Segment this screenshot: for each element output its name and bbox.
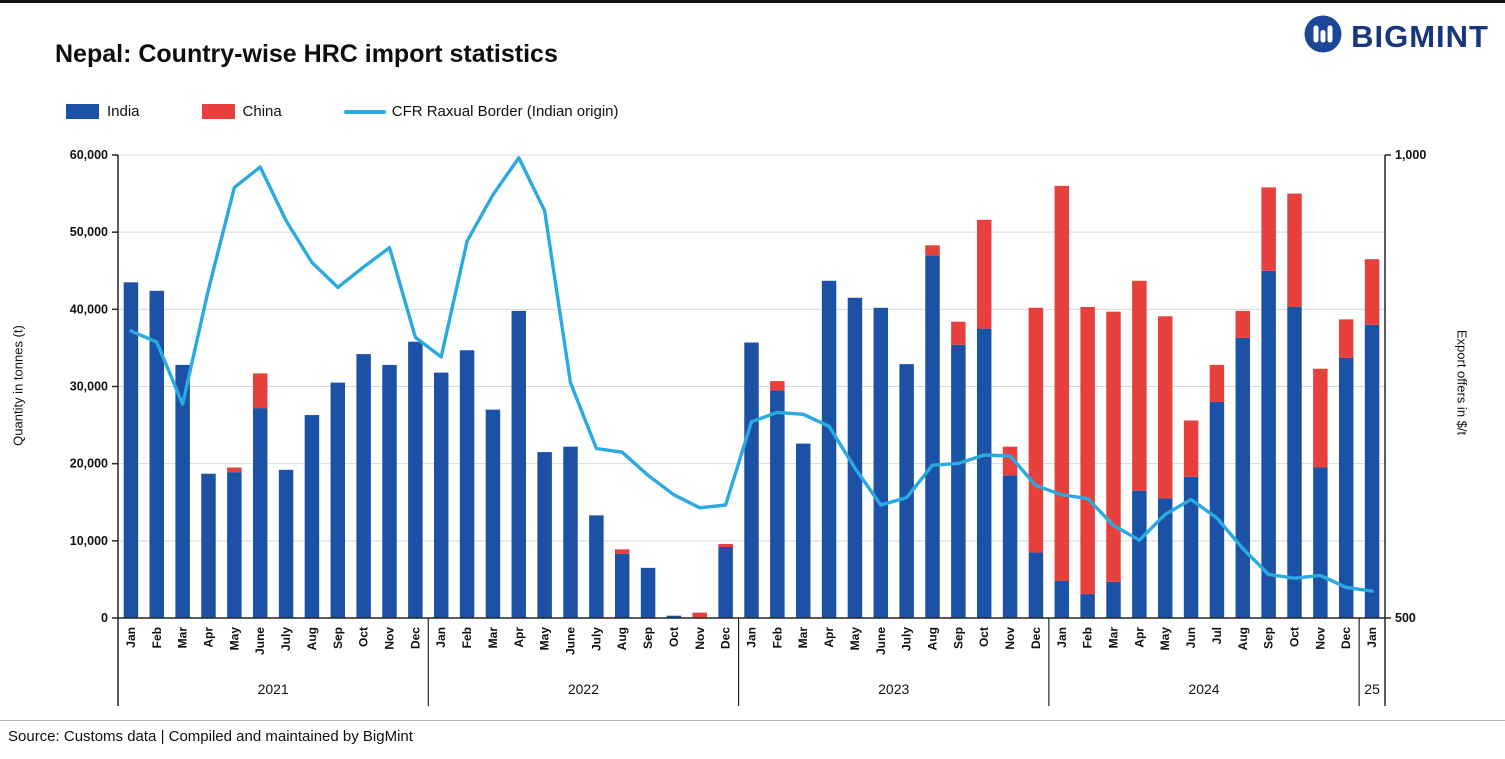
svg-text:Feb: Feb [770,627,784,648]
svg-text:June: June [874,627,888,655]
svg-text:Apr: Apr [512,627,526,648]
legend-item-cfr-line: CFR Raxual Border (Indian origin) [343,103,619,120]
legend-label-china: China [242,103,282,120]
bigmint-logo-text: BIGMINT [1351,18,1489,54]
cfr-line-swatch-icon [343,109,386,114]
svg-text:Feb: Feb [150,627,164,648]
svg-text:Jan: Jan [745,627,759,648]
chart-legend: India China CFR Raxual Border (Indian or… [66,103,619,120]
bigmint-logo-icon [1303,14,1343,59]
svg-text:60,000: 60,000 [70,148,108,162]
bigmint-logo: BIGMINT [1303,14,1489,59]
svg-text:25: 25 [1364,681,1380,697]
source-note: Source: Customs data | Compiled and main… [0,720,1505,759]
svg-text:20,000: 20,000 [70,457,108,471]
svg-text:Aug: Aug [615,627,629,650]
svg-text:Sep: Sep [641,627,655,649]
svg-text:July: July [900,627,914,651]
chart-plot: 0 10,000 20,000 30,000 40,000 50,000 60,000 500… [70,148,1426,706]
svg-text:Jan: Jan [1365,627,1379,648]
svg-text:Jul: Jul [1210,627,1224,644]
svg-text:40,000: 40,000 [70,302,108,316]
legend-item-china: China [201,103,282,120]
svg-text:Dec: Dec [408,627,422,649]
svg-text:2024: 2024 [1188,681,1219,697]
svg-text:Mar: Mar [486,627,500,649]
svg-text:June: June [564,627,578,655]
svg-text:Jan: Jan [124,627,138,648]
svg-text:Oct: Oct [357,627,371,647]
svg-text:Aug: Aug [305,627,319,650]
svg-text:May: May [1158,627,1172,651]
svg-text:10,000: 10,000 [70,534,108,548]
svg-text:Oct: Oct [977,627,991,647]
window-top-border [0,0,1505,3]
svg-text:500: 500 [1395,611,1416,625]
svg-text:Dec: Dec [1339,627,1353,649]
svg-text:Oct: Oct [1288,627,1302,647]
svg-text:Sep: Sep [331,627,345,649]
svg-text:Nov: Nov [693,627,707,650]
svg-text:Sep: Sep [1262,627,1276,649]
legend-label-india: India [107,103,140,120]
china-swatch-icon [201,104,235,119]
svg-text:Aug: Aug [926,627,940,650]
svg-text:Feb: Feb [1081,627,1095,648]
page-title: Nepal: Country-wise HRC import statistic… [55,40,558,68]
svg-text:May: May [538,627,552,651]
svg-text:May: May [848,627,862,651]
svg-text:1,000: 1,000 [1395,148,1426,162]
svg-text:Oct: Oct [667,627,681,647]
svg-text:Sep: Sep [951,627,965,649]
india-swatch-icon [66,104,99,119]
svg-text:2023: 2023 [878,681,909,697]
svg-text:Nov: Nov [1003,627,1017,650]
svg-text:May: May [227,627,241,651]
svg-text:0: 0 [101,611,108,625]
svg-text:Jun: Jun [1184,627,1198,648]
svg-text:50,000: 50,000 [70,225,108,239]
legend-label-cfr: CFR Raxual Border (Indian origin) [391,103,619,120]
svg-text:July: July [589,627,603,651]
svg-text:Dec: Dec [1029,627,1043,649]
svg-text:2022: 2022 [568,681,599,697]
svg-text:Apr: Apr [202,627,216,648]
svg-text:Jan: Jan [1055,627,1069,648]
svg-text:Jan: Jan [434,627,448,648]
svg-text:Aug: Aug [1236,627,1250,650]
svg-text:Apr: Apr [1132,627,1146,648]
svg-text:Mar: Mar [796,627,810,649]
svg-text:July: July [279,627,293,651]
svg-text:Nov: Nov [383,627,397,650]
svg-text:Feb: Feb [460,627,474,648]
legend-item-india: India [66,103,140,120]
svg-text:Mar: Mar [176,627,190,649]
svg-text:30,000: 30,000 [70,380,108,394]
svg-text:Mar: Mar [1107,627,1121,649]
svg-text:Dec: Dec [719,627,733,649]
svg-text:Nov: Nov [1313,627,1327,650]
svg-text:2021: 2021 [258,681,289,697]
svg-text:June: June [253,627,267,655]
svg-text:Apr: Apr [822,627,836,648]
